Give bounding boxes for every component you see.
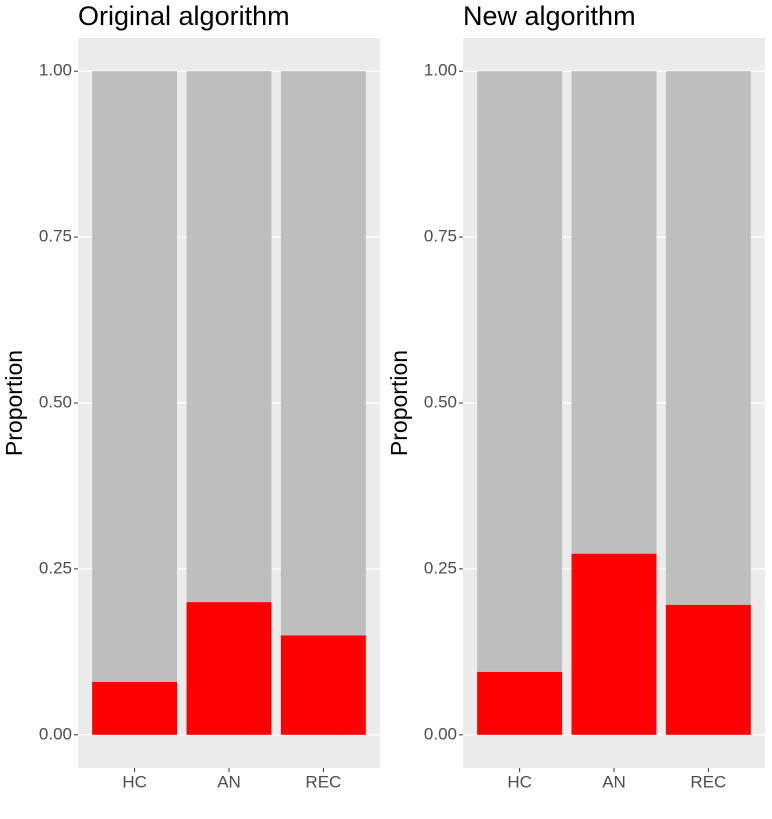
y-tick-label: 0.25 (39, 558, 72, 577)
x-tick-label: REC (690, 772, 726, 791)
y-axis-title: Proportion (1, 350, 27, 456)
x-tick-label: AN (217, 772, 241, 791)
bar-segment (477, 71, 563, 672)
bar-segment (186, 71, 272, 603)
y-tick-label: 1.00 (39, 61, 72, 80)
y-axis-title: Proportion (386, 350, 412, 456)
x-tick-label: REC (305, 772, 341, 791)
y-tick-label: 0.25 (424, 558, 457, 577)
bar-segment (280, 635, 366, 735)
bar-segment (665, 604, 751, 735)
bar-segment (571, 553, 657, 735)
bar-segment (92, 71, 178, 682)
y-tick-label: 0.50 (424, 392, 457, 411)
y-tick-label: 0.75 (39, 227, 72, 246)
chart-title: Original algorithm (78, 1, 290, 31)
chart-title: New algorithm (463, 1, 636, 31)
bar-segment (92, 681, 178, 735)
x-tick-label: HC (122, 772, 147, 791)
bar-segment (571, 71, 657, 554)
y-tick-label: 0.75 (424, 227, 457, 246)
x-tick-label: HC (507, 772, 532, 791)
bar-segment (280, 71, 366, 636)
bar-segment (186, 602, 272, 735)
y-tick-label: 0.50 (39, 392, 72, 411)
y-tick-label: 0.00 (424, 724, 457, 743)
bar-segment (477, 671, 563, 735)
bar-segment (665, 71, 751, 605)
y-tick-label: 1.00 (424, 61, 457, 80)
x-tick-label: AN (602, 772, 626, 791)
y-tick-label: 0.00 (39, 724, 72, 743)
